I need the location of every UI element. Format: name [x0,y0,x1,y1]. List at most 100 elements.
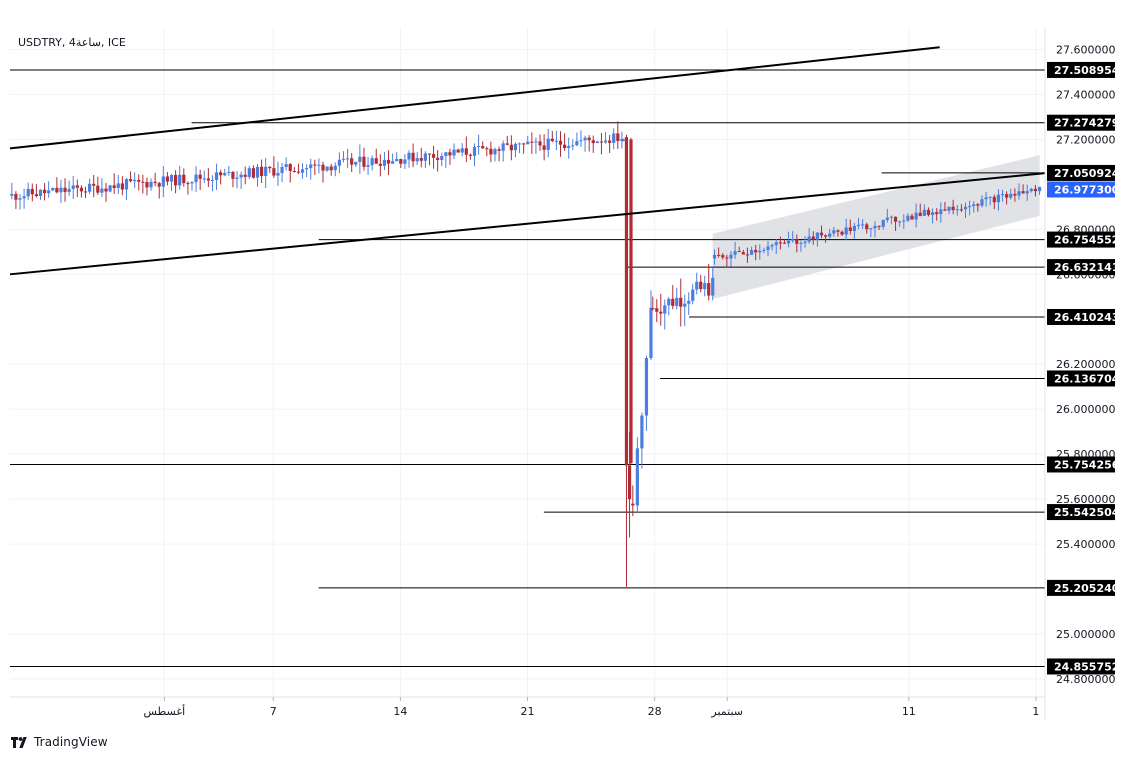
candle-body [452,149,456,156]
candle [489,141,493,163]
candle [112,173,116,194]
candle [836,229,840,237]
candle [1021,184,1025,194]
candle [815,232,819,247]
candle-body [378,163,382,166]
candle [786,231,791,248]
candle-body [667,298,671,306]
candle [955,205,959,216]
candle-body [264,166,268,176]
candle [55,177,59,194]
candle-body [703,283,707,290]
candle-body [640,415,644,449]
candle [513,142,518,158]
candle [554,130,559,151]
level-label-text: 24.855752 [1054,660,1119,673]
time-tick-label: 1 [1032,705,1039,718]
candle-body [444,152,448,156]
candle [575,132,579,147]
candle-body [38,189,43,197]
candle [988,196,992,206]
candle-body [251,168,256,178]
candle [1037,186,1042,195]
candle-body [1033,188,1038,192]
candle-body [489,148,493,155]
candle [603,132,608,144]
candle [239,171,243,190]
candle [914,203,918,228]
level-label: 25.542504 [1047,504,1120,521]
candle-body [235,177,239,179]
candle-body [403,159,407,164]
candle [546,128,550,158]
candle [737,246,741,253]
candle [550,130,554,143]
candle-body [501,143,505,151]
candle-body [873,225,877,229]
candle-body [988,196,992,198]
candle [341,151,346,163]
candle-body [419,158,423,161]
candle [608,134,612,153]
candle [616,121,620,150]
candle [186,181,190,195]
candle-body [272,168,276,176]
candle [655,299,659,323]
candle [280,163,284,183]
candle [477,134,481,155]
candle-body [840,231,844,235]
candle [620,131,624,149]
symbol-label[interactable]: USDTRY, 4ساعة, ICE [18,36,126,49]
candle [366,156,370,176]
candle [579,130,583,147]
candle-body [18,198,22,200]
candle-body [481,146,485,149]
footer: TradingView [11,733,108,751]
candle [1029,187,1033,193]
candle [803,236,807,248]
candle [663,299,667,330]
candle-body [214,172,219,180]
trendlines [9,46,1046,276]
candle-body [1025,191,1029,194]
candle [509,135,513,161]
candle [317,158,321,174]
candle-body [984,197,988,200]
candle [63,178,67,202]
candle-body [133,179,137,182]
candle-body [30,188,34,195]
candle-body [770,245,774,247]
candle-body [844,227,848,235]
candle [671,285,675,310]
candle-body [460,148,464,153]
candle [649,290,653,361]
candle [848,219,852,235]
candle [395,152,399,162]
candle-body [758,250,762,253]
candle-body [309,164,313,169]
candle-body [88,183,92,192]
candle-body [145,182,149,188]
candle-body [603,140,608,143]
candle-body [472,147,477,156]
candle-body [914,212,918,220]
candle-body [161,176,165,187]
level-label: 26.632141 [1047,259,1119,276]
candle [811,231,815,245]
candle-body [947,206,951,211]
candle [14,191,18,210]
candle [844,218,848,241]
candle-body [358,156,362,162]
time-axis[interactable]: أغسطس 7 14 21 28 سبتمبر 11 1 [144,697,1040,718]
candle [691,283,695,305]
level-label-bg [1047,114,1115,131]
candle-body [996,194,1001,203]
candle [505,135,509,146]
level-label: 26.136704 [1047,370,1120,387]
candle-body [1021,191,1025,194]
candle [922,204,926,216]
price-tick-label: 25.600000 [1056,493,1116,506]
candle [951,199,955,215]
candle-body [427,153,432,155]
